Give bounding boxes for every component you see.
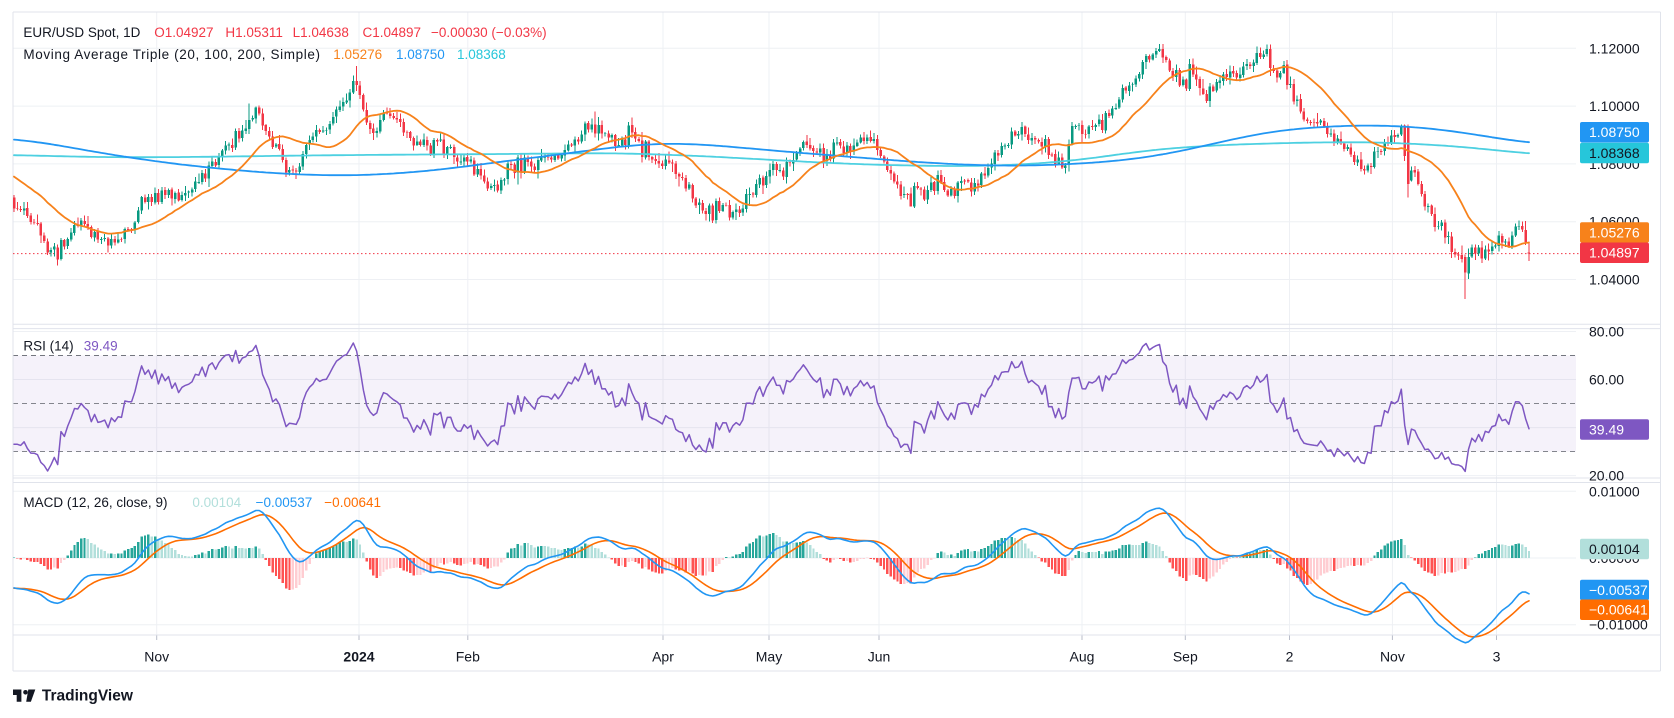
svg-text:20.00: 20.00: [1589, 468, 1624, 484]
svg-text:TradingView: TradingView: [42, 688, 134, 705]
svg-text:L1.04638: L1.04638: [293, 25, 349, 40]
svg-text:1.12000: 1.12000: [1589, 40, 1640, 56]
svg-text:1.08368: 1.08368: [1589, 145, 1640, 161]
svg-text:2: 2: [1286, 649, 1294, 665]
svg-text:1.08368: 1.08368: [457, 47, 506, 62]
svg-text:−0.00030 (−0.03%): −0.00030 (−0.03%): [431, 25, 547, 40]
svg-text:Aug: Aug: [1070, 649, 1095, 665]
svg-text:Nov: Nov: [1380, 649, 1405, 665]
svg-text:O1.04927: O1.04927: [154, 25, 213, 40]
svg-text:1.04897: 1.04897: [1589, 245, 1640, 261]
svg-text:H1.05311: H1.05311: [225, 25, 283, 40]
svg-text:39.49: 39.49: [84, 339, 118, 354]
svg-text:Moving Average Triple (20, 100: Moving Average Triple (20, 100, 200, Sim…: [23, 47, 320, 62]
svg-text:RSI (14): RSI (14): [23, 339, 73, 354]
svg-text:Feb: Feb: [456, 649, 480, 665]
svg-text:May: May: [756, 649, 782, 665]
svg-text:1.08750: 1.08750: [396, 47, 445, 62]
svg-text:Sep: Sep: [1173, 649, 1198, 665]
svg-text:39.49: 39.49: [1589, 421, 1624, 437]
svg-text:1.04000: 1.04000: [1589, 272, 1640, 288]
svg-text:1.08750: 1.08750: [1589, 124, 1640, 140]
svg-text:0.00104: 0.00104: [192, 495, 241, 510]
svg-text:0.00104: 0.00104: [1589, 541, 1640, 557]
svg-text:−0.00641: −0.00641: [324, 495, 381, 510]
svg-text:−0.00641: −0.00641: [1589, 602, 1648, 618]
svg-text:−0.01000: −0.01000: [1589, 617, 1648, 633]
svg-text:Jun: Jun: [868, 649, 891, 665]
svg-text:3: 3: [1493, 649, 1501, 665]
svg-text:1.10000: 1.10000: [1589, 98, 1640, 114]
svg-text:2024: 2024: [343, 649, 374, 665]
svg-text:Apr: Apr: [652, 649, 674, 665]
svg-text:Nov: Nov: [144, 649, 169, 665]
svg-text:80.00: 80.00: [1589, 324, 1624, 340]
svg-text:C1.04897: C1.04897: [363, 25, 422, 40]
svg-text:0.01000: 0.01000: [1589, 483, 1640, 499]
svg-text:1.05276: 1.05276: [333, 47, 382, 62]
svg-text:1.05276: 1.05276: [1589, 224, 1640, 240]
svg-text:EUR/USD Spot, 1D: EUR/USD Spot, 1D: [23, 25, 140, 40]
svg-text:−0.00537: −0.00537: [256, 495, 313, 510]
svg-text:60.00: 60.00: [1589, 372, 1624, 388]
svg-text:MACD (12, 26, close, 9): MACD (12, 26, close, 9): [23, 495, 167, 510]
svg-text:−0.00537: −0.00537: [1589, 582, 1648, 598]
